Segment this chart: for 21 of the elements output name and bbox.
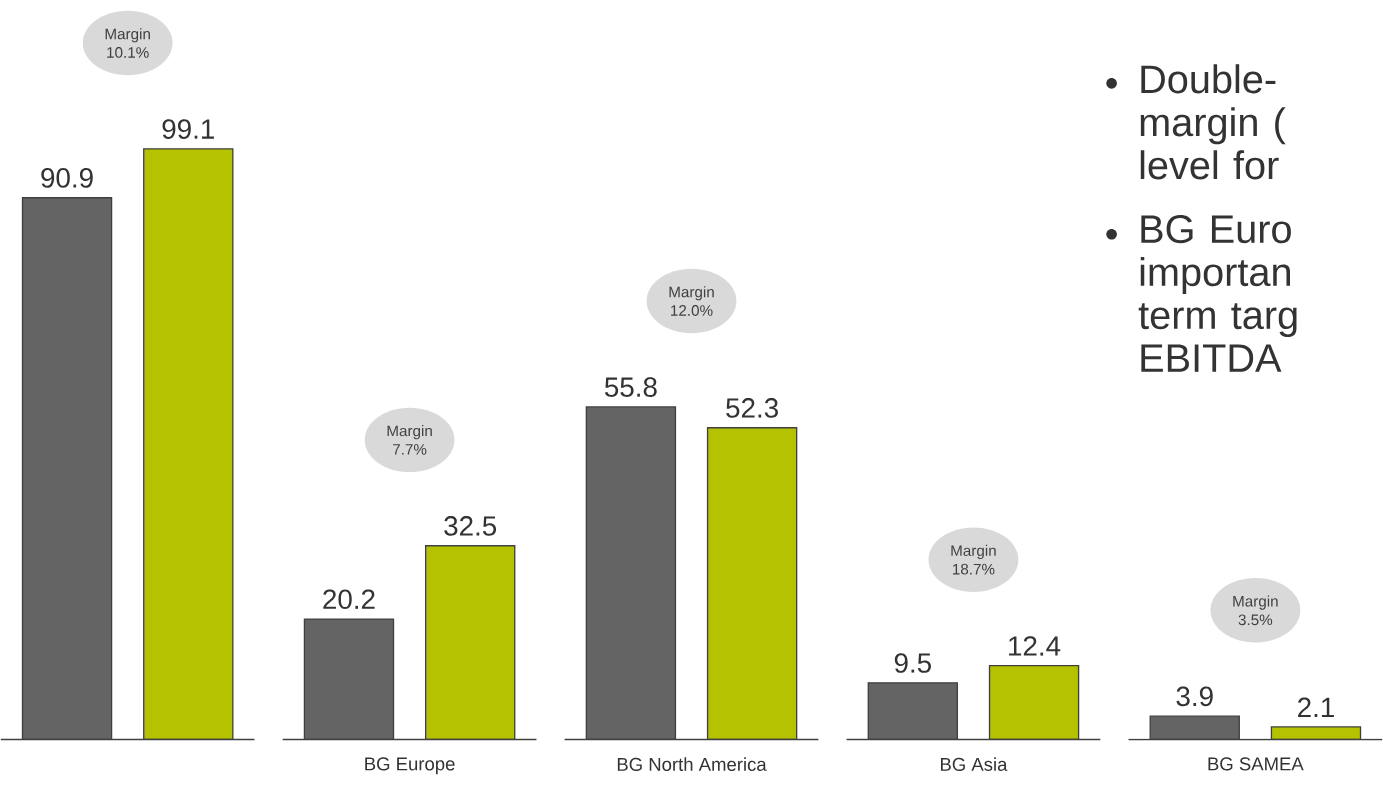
x-tick-label: BG SAMEA [1208,757,1304,771]
annotation: Margin 3.5% [1233,595,1278,626]
data-label: 2.1 [1298,697,1334,717]
data-label: 3.9 [1176,686,1213,707]
x-tick-label: BG Asia [940,757,1008,771]
data-label: 9.5 [894,653,931,673]
x-tick-label: BG North America [617,757,767,771]
annotation: Margin 18.7% [951,544,996,575]
text: Margin 10.1% [105,28,150,58]
data-label: 20.2 [323,589,375,610]
data-label: 55.8 [604,377,657,397]
data-label: 52.3 [726,398,778,418]
data-label: 32.5 [444,516,497,536]
annotation: Margin 12.0% [669,286,714,316]
data-label: 99.1 [162,119,214,139]
annotation: Margin 7.7% [387,425,432,455]
annotation: BG Euro importan term targ EBITDA [1138,215,1297,372]
x-tick-label: BG Europe [365,757,455,775]
data-label: 90.9 [41,168,93,188]
annotation: Double- margin ( level for [1140,64,1286,180]
data-label: 12.4 [1009,636,1061,656]
